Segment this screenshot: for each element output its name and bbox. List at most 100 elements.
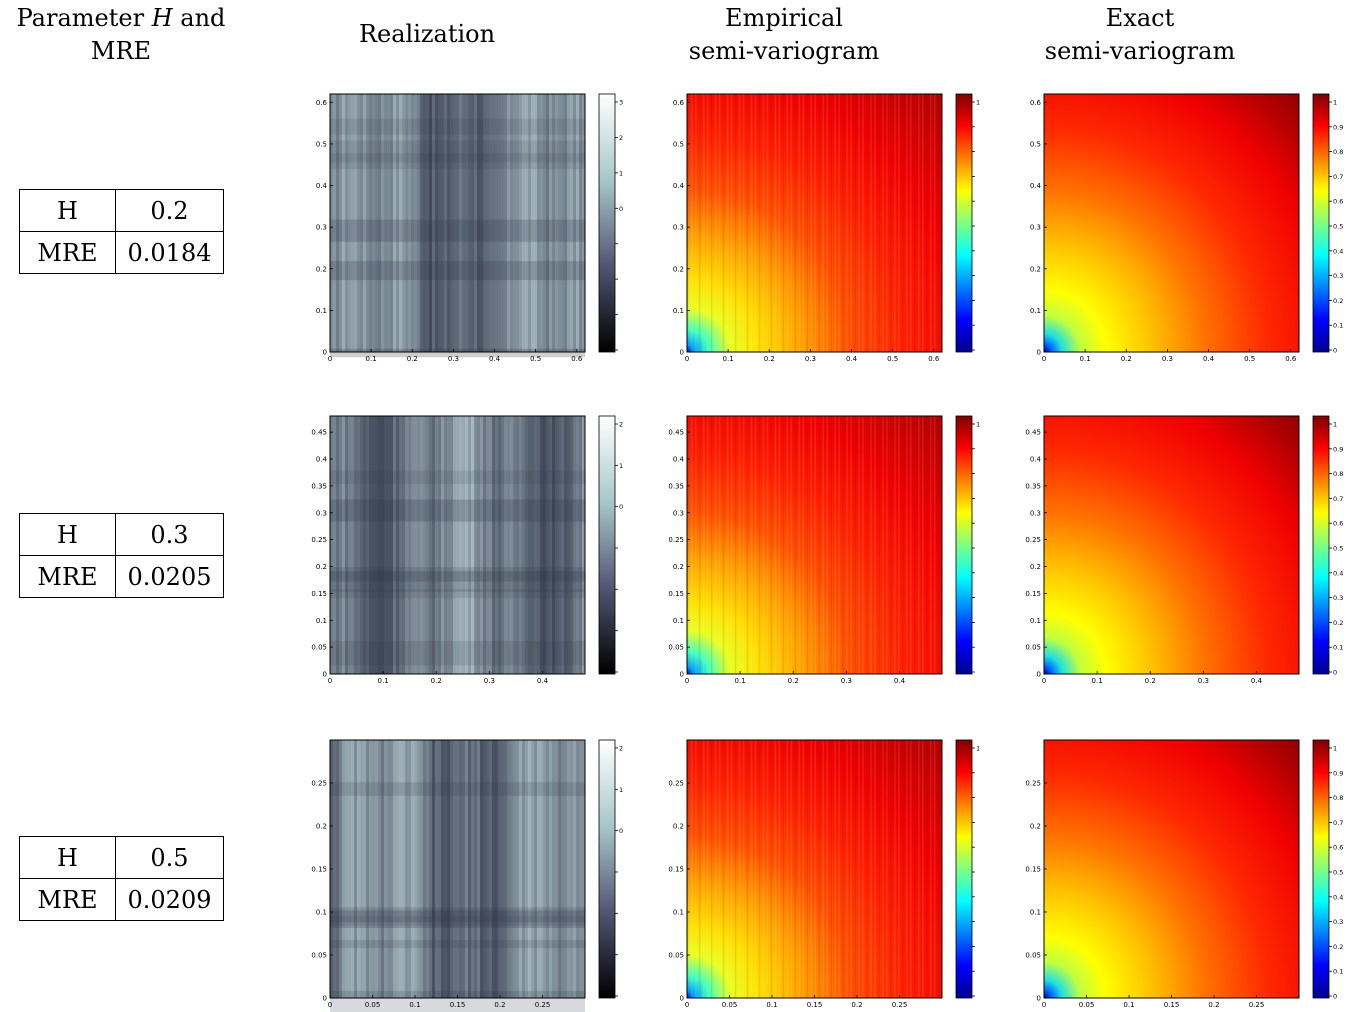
- h-value: 0.5: [115, 836, 224, 879]
- colorbar-tick-label: 1: [1333, 421, 1337, 429]
- y-tick-label: 0: [323, 349, 327, 357]
- header-exact: Exact semi-variogram: [1020, 2, 1260, 68]
- y-tick-label: 0.35: [1025, 482, 1041, 490]
- colorbar: [598, 93, 616, 353]
- y-tick-label: 0.4: [316, 456, 328, 464]
- colorbar-tick-label: 0.6: [1333, 198, 1343, 206]
- colorbar-tick-label: 0.8: [1333, 148, 1343, 156]
- header-parameter: Parameter H and MRE: [0, 2, 242, 68]
- x-tick-label: 0.2: [764, 355, 775, 363]
- header-exact-line1: Exact: [1105, 4, 1175, 32]
- colorbar-tick-label: 0.8: [1333, 794, 1343, 802]
- y-tick-label: 0.6: [673, 99, 685, 107]
- header-empirical-line1: Empirical: [725, 4, 843, 32]
- y-tick-label: 0.4: [1030, 456, 1042, 464]
- x-tick-label: 0.1: [1092, 677, 1103, 685]
- x-tick-label: 0.4: [489, 355, 501, 363]
- y-tick-label: 0.3: [316, 224, 327, 232]
- x-tick-label: 0.25: [892, 1001, 908, 1009]
- colorbar-tick-label: 0.1: [1333, 644, 1343, 652]
- header-parameter-line2: MRE: [90, 37, 152, 65]
- colorbar-tick-label: 0.5: [1333, 223, 1343, 231]
- colorbar-tick-label: 0.2: [1333, 943, 1343, 951]
- empirical-heatmap-image: [687, 416, 942, 674]
- header-empirical: Empirical semi-variogram: [664, 2, 904, 68]
- y-tick-label: 0.1: [316, 909, 327, 917]
- x-tick-label: 0.05: [1079, 1001, 1095, 1009]
- axes-frame: [329, 93, 586, 353]
- colorbar: [1312, 739, 1330, 999]
- mre-value: 0.0184: [115, 231, 224, 274]
- axes-frame: [686, 415, 943, 675]
- colorbar-tick-label: 0.6: [1333, 520, 1343, 528]
- y-tick-label: 0.1: [1030, 307, 1041, 315]
- y-tick-label: 0.4: [673, 456, 685, 464]
- x-tick-label: 0.1: [1123, 1001, 1134, 1009]
- param-table-row2: H 0.3 MRE 0.0205: [19, 513, 224, 598]
- y-tick-label: 0.25: [1025, 780, 1041, 788]
- realization-plot-row2: 0 0.1 0.2 0.3 0.4 0 0.05 0.1 0.15 0.2 0.25 0.3 0.35 0…: [311, 415, 623, 685]
- x-tick-label: 0.2: [1208, 1001, 1219, 1009]
- y-tick-label: 0.3: [673, 509, 684, 517]
- mre-value: 0.0205: [115, 555, 224, 598]
- x-tick-label: 0.3: [1198, 677, 1209, 685]
- h-label: H: [19, 189, 116, 232]
- colorbar-tick-label: 0.6: [1333, 844, 1343, 852]
- x-tick-label: 0.1: [766, 1001, 777, 1009]
- x-tick-label: 0.1: [409, 1001, 420, 1009]
- y-tick-label: 0.25: [1025, 536, 1041, 544]
- x-tick-label: 0.6: [928, 355, 940, 363]
- empirical-plot-row2: 0 0.1 0.2 0.3 0.4 0 0.05 0.1 0.15 0.2 0.25 0.3 0.35 0…: [668, 415, 980, 685]
- colorbar: [955, 415, 973, 675]
- empirical-plot-row1: 0 0.1 0.2 0.3 0.4 0.5 0.6 0 0.1 0.2 0.3 0.4 0.5 0.6 1: [673, 93, 980, 363]
- x-tick-label: 0.05: [722, 1001, 738, 1009]
- param-mre-row: MRE 0.0205: [19, 555, 224, 598]
- mre-label: MRE: [19, 231, 116, 274]
- x-tick-label: 0.5: [887, 355, 898, 363]
- colorbar: [1312, 415, 1330, 675]
- y-tick-label: 0: [680, 349, 684, 357]
- colorbar-tick-label: 1: [619, 169, 623, 177]
- exact-heatmap-image: [1044, 416, 1299, 674]
- x-tick-label: 0.2: [494, 1001, 505, 1009]
- y-tick-label: 0.35: [668, 482, 684, 490]
- y-tick-label: 0.2: [1030, 563, 1041, 571]
- x-tick-label: 0: [685, 1001, 689, 1009]
- x-tick-label: 0.6: [571, 355, 583, 363]
- axes-frame: [686, 93, 943, 353]
- y-tick-label: 0.6: [1030, 99, 1042, 107]
- y-tick-label: 0.1: [673, 617, 684, 625]
- colorbar-tick-label: 2: [619, 745, 623, 753]
- y-tick-label: 0.2: [316, 265, 327, 273]
- heatmap-texture: [687, 94, 940, 352]
- colorbar-tick-label: 1: [1333, 745, 1337, 753]
- mre-label: MRE: [19, 555, 116, 598]
- colorbar-tick-label: 3: [619, 99, 623, 107]
- y-tick-label: 0: [1037, 349, 1041, 357]
- x-tick-label: 0.15: [450, 1001, 466, 1009]
- colorbar-tick-label: 2: [619, 421, 623, 429]
- y-tick-label: 0.5: [673, 140, 684, 148]
- y-tick-label: 0.5: [1030, 140, 1041, 148]
- y-tick-label: 0.15: [311, 866, 327, 874]
- h-label: H: [19, 513, 116, 556]
- y-tick-label: 0.2: [673, 823, 684, 831]
- x-tick-label: 0: [1042, 355, 1046, 363]
- y-tick-label: 0.1: [673, 909, 684, 917]
- y-tick-label: 0.2: [1030, 265, 1041, 273]
- colorbar: [955, 93, 973, 353]
- y-tick-label: 0.6: [316, 99, 328, 107]
- y-tick-label: 0.25: [668, 536, 684, 544]
- x-tick-label: 0.3: [484, 677, 495, 685]
- colorbar-tick-label: 0.1: [1333, 968, 1343, 976]
- colorbar-tick-label: 1: [976, 99, 980, 107]
- y-tick-label: 0.3: [673, 224, 684, 232]
- x-tick-label: 0.3: [1162, 355, 1173, 363]
- header-parameter-pre: Parameter: [16, 4, 152, 32]
- colorbar-tick-label: 0.4: [1333, 893, 1343, 901]
- y-tick-label: 0.3: [1030, 224, 1041, 232]
- mre-label: MRE: [19, 878, 116, 921]
- x-tick-label: 0.6: [1285, 355, 1297, 363]
- y-tick-label: 0.1: [1030, 909, 1041, 917]
- colorbar-tick-label: 0: [1333, 993, 1337, 1001]
